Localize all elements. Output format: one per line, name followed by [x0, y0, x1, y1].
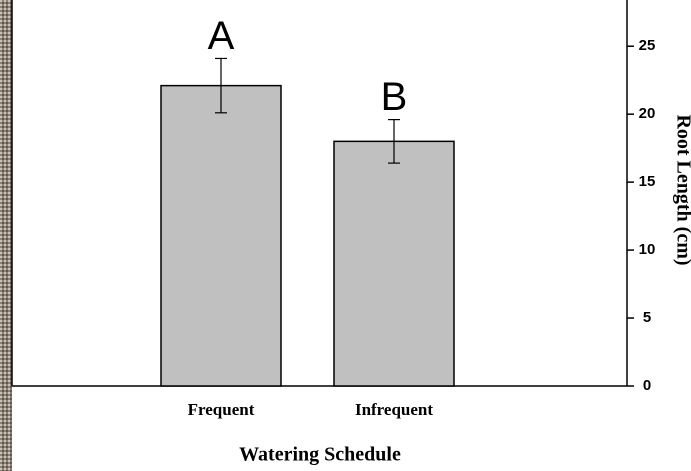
y-tick-label: 25 — [639, 37, 656, 54]
y-tick-label: 20 — [639, 105, 656, 122]
x-axis-title: Watering Schedule — [239, 444, 401, 466]
significance-letter: A — [208, 14, 235, 58]
chart: Root Length (cm) Watering Schedule 0 5 10 1… — [0, 0, 691, 471]
y-tick-label: 5 — [643, 309, 651, 326]
bar — [334, 141, 454, 386]
y-axis-title: Root Length (cm) — [672, 114, 691, 265]
x-tick-label: Infrequent — [355, 400, 433, 419]
y-tick-label: 10 — [639, 241, 656, 258]
bar — [161, 86, 281, 386]
x-tick-label: Frequent — [188, 400, 255, 419]
background-strip — [0, 0, 12, 471]
significance-letter: B — [381, 75, 408, 119]
y-tick-label: 15 — [639, 173, 656, 190]
y-tick-label: 0 — [643, 377, 651, 394]
